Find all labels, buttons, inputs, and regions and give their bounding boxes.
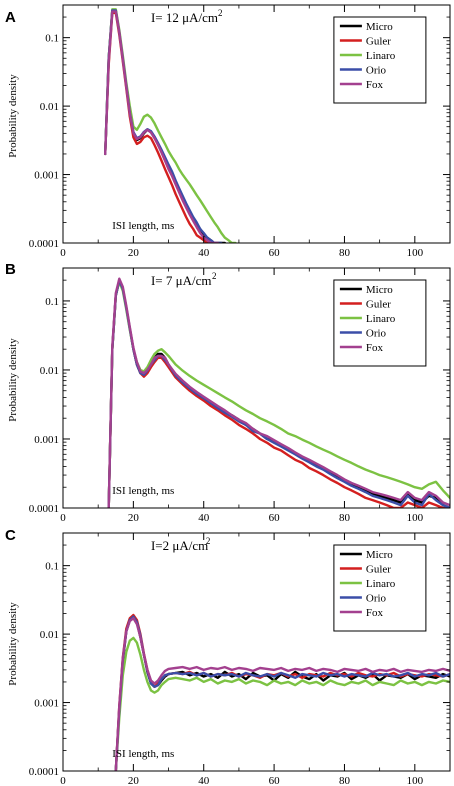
legend-label-linaro: Linaro (366, 50, 396, 62)
x-tick-label: 100 (407, 247, 424, 259)
y-axis-label: Probability density (7, 74, 19, 158)
x-tick-label: 20 (128, 247, 140, 259)
legend-label-micro: Micro (366, 284, 393, 296)
legend-label-guler: Guler (366, 299, 391, 311)
plot-frame (62, 267, 451, 509)
y-tick-label: 0.01 (40, 629, 59, 641)
legend-label-micro: Micro (366, 549, 393, 561)
panel-title-superscript: 2 (212, 271, 217, 281)
x-tick-label: 40 (198, 512, 210, 524)
x-tick-label: 100 (407, 775, 424, 786)
legend-label-linaro: Linaro (366, 313, 396, 325)
plot-frame (62, 4, 451, 244)
x-tick-label: 20 (128, 512, 140, 524)
legend-label-micro: Micro (366, 21, 393, 33)
panel-letter: B (5, 261, 16, 278)
y-tick-label: 0.01 (40, 365, 59, 377)
series-line-fox (107, 277, 450, 508)
plot-frame (62, 532, 451, 772)
legend-box (333, 544, 427, 632)
x-axis-label: ISI length, ms (112, 485, 174, 497)
x-tick-label: 60 (269, 775, 281, 786)
y-tick-label: 0.0001 (29, 238, 59, 250)
panel-title: I= 12 μA/cm (151, 10, 218, 25)
x-tick-label: 80 (339, 512, 351, 524)
series-line-fox (114, 617, 450, 771)
legend-label-fox: Fox (366, 342, 384, 354)
series-line-linaro (114, 636, 450, 771)
series-line-orio (107, 279, 450, 508)
x-tick-label: 60 (269, 512, 281, 524)
legend-label-orio: Orio (366, 328, 387, 340)
y-tick-label: 0.1 (45, 296, 59, 308)
legend-label-linaro: Linaro (366, 578, 396, 590)
x-tick-label: 60 (269, 247, 281, 259)
x-tick-label: 100 (407, 512, 424, 524)
x-axis-label: ISI length, ms (112, 220, 174, 232)
panel-title: I=2 μA/cm (151, 538, 208, 553)
y-tick-label: 0.1 (45, 561, 59, 573)
legend-box (333, 279, 427, 367)
y-tick-label: 0.001 (34, 698, 59, 710)
y-axis-label: Probability density (7, 338, 19, 422)
x-tick-label: 80 (339, 775, 351, 786)
legend-box (333, 16, 427, 104)
y-tick-label: 0.01 (40, 101, 59, 113)
y-axis-label: Probability density (7, 602, 19, 686)
y-tick-label: 0.0001 (29, 503, 59, 515)
x-tick-label: 40 (198, 775, 210, 786)
panel-title-superscript: 2 (218, 8, 223, 18)
series-group (114, 613, 450, 771)
x-tick-label: 0 (60, 775, 66, 786)
series-group (107, 277, 450, 508)
x-tick-label: 0 (60, 247, 66, 259)
legend-label-orio: Orio (366, 65, 387, 77)
legend-label-orio: Orio (366, 593, 387, 605)
x-tick-label: 80 (339, 247, 351, 259)
legend-label-fox: Fox (366, 607, 384, 619)
legend-label-fox: Fox (366, 79, 384, 91)
x-tick-label: 0 (60, 512, 66, 524)
panel-letter: C (5, 527, 16, 544)
y-tick-label: 0.001 (34, 434, 59, 446)
series-line-linaro (107, 280, 450, 508)
legend-label-guler: Guler (366, 36, 391, 48)
legend-label-guler: Guler (366, 564, 391, 576)
series-line-micro (104, 9, 226, 243)
series-group (104, 8, 237, 243)
panel-title: I= 7 μA/cm (151, 273, 212, 288)
y-tick-label: 0.001 (34, 170, 59, 182)
x-tick-label: 20 (128, 775, 140, 786)
x-tick-label: 40 (198, 247, 210, 259)
series-line-fox (104, 10, 219, 243)
panel-letter: A (5, 9, 16, 26)
y-tick-label: 0.0001 (29, 766, 59, 778)
x-axis-label: ISI length, ms (112, 748, 174, 760)
series-line-linaro (104, 8, 237, 243)
panel-title-superscript: 2 (206, 536, 211, 546)
y-tick-label: 0.1 (45, 33, 59, 45)
